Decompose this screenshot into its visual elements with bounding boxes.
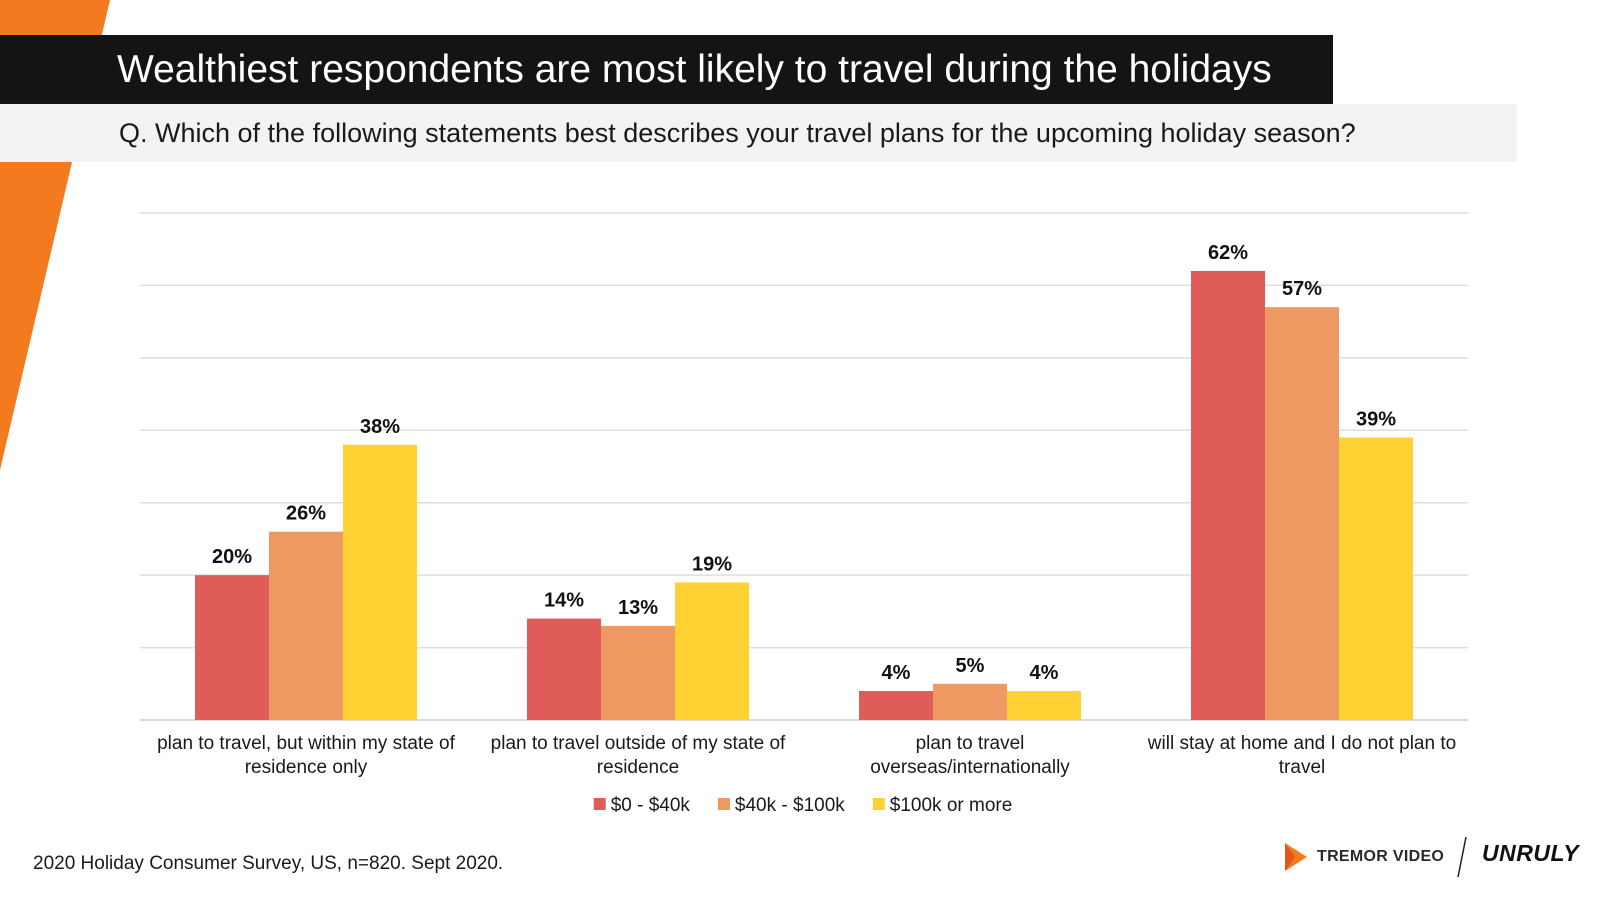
data-label: 39% xyxy=(1356,409,1396,431)
legend-swatch xyxy=(717,798,730,810)
logo-divider xyxy=(1457,836,1467,878)
data-label: 4% xyxy=(882,662,911,684)
data-label: 62% xyxy=(1208,242,1248,264)
data-label: 4% xyxy=(1030,662,1059,684)
legend-label: $40k - $100k xyxy=(735,795,845,816)
bars xyxy=(195,270,1413,720)
data-label: 57% xyxy=(1282,278,1322,300)
category-label: residence only xyxy=(245,757,368,778)
data-label: 26% xyxy=(286,503,326,525)
slide-title: Wealthiest respondents are most likely t… xyxy=(0,35,1333,104)
data-labels: 20% 26% 38% 14% 13% 19% 4% 5% 4% 62% 57% 39% xyxy=(212,242,1396,684)
bar xyxy=(675,582,749,720)
bar xyxy=(1265,307,1339,720)
data-label: 20% xyxy=(212,546,252,568)
bar xyxy=(933,683,1007,720)
bar xyxy=(859,691,933,720)
legend-label: $0 - $40k xyxy=(611,795,691,816)
bar xyxy=(343,444,417,720)
category-label: plan to travel outside of my state of xyxy=(491,733,786,754)
bar xyxy=(195,575,269,720)
tremor-video-wordmark: TREMOR VIDEO xyxy=(1317,848,1445,865)
play-triangle-icon xyxy=(1285,843,1307,871)
category-label: plan to travel, but within my state of xyxy=(157,733,456,754)
category-label: overseas/internationally xyxy=(870,757,1070,778)
category-label: plan to travel xyxy=(916,733,1025,754)
category-label: travel xyxy=(1279,757,1325,778)
survey-question: Q. Which of the following statements bes… xyxy=(0,104,1517,162)
bar xyxy=(269,531,343,720)
legend-swatch xyxy=(872,798,885,810)
unruly-wordmark: UNRULY xyxy=(1482,840,1580,866)
bar xyxy=(527,618,601,720)
bar xyxy=(1339,437,1413,720)
data-label: 19% xyxy=(692,553,732,575)
bar xyxy=(601,625,675,720)
legend-label: $100k or more xyxy=(890,795,1013,816)
data-label: 38% xyxy=(360,416,400,438)
data-label: 14% xyxy=(544,590,584,612)
category-labels: plan to travel, but within my state of re… xyxy=(157,733,1456,778)
category-label: residence xyxy=(597,757,679,778)
bar xyxy=(1191,270,1265,720)
legend-swatch xyxy=(593,798,606,810)
tremor-video-logo: TREMOR VIDEO xyxy=(1283,841,1444,873)
data-label: 13% xyxy=(618,597,658,619)
bar xyxy=(1007,691,1081,720)
legend: $0 - $40k $40k - $100k $100k or more xyxy=(593,795,1013,816)
source-note: 2020 Holiday Consumer Survey, US, n=820.… xyxy=(33,853,504,874)
category-label: will stay at home and I do not plan to xyxy=(1147,733,1456,754)
data-label: 5% xyxy=(956,655,985,677)
